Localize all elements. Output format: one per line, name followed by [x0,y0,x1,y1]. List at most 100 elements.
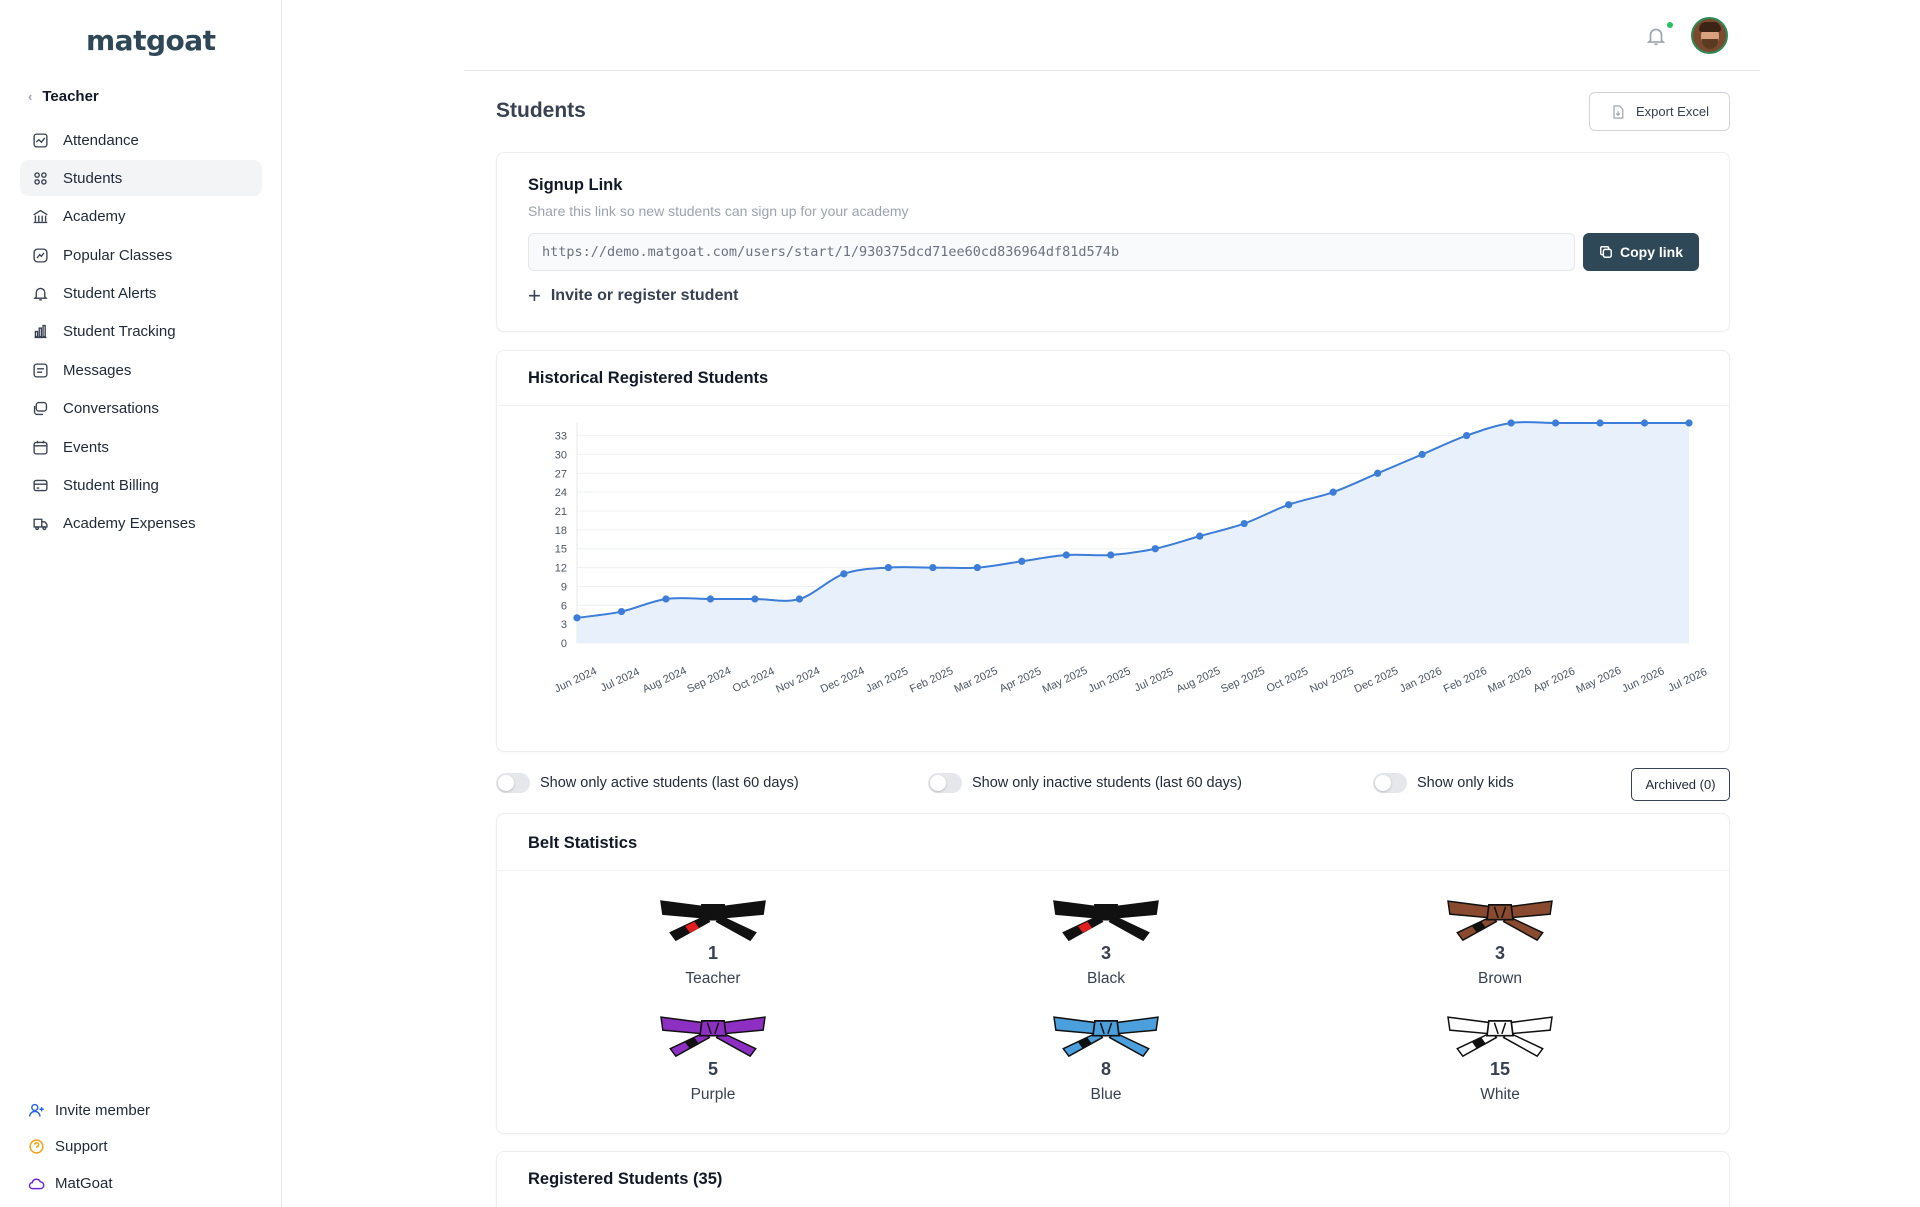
student-filters: Show only active students (last 60 days)… [496,768,1730,801]
belt-count: 3 [1100,943,1111,963]
sidebar-section-teacher[interactable]: ‹ Teacher [28,88,99,105]
y-tick-label: 0 [561,638,567,650]
sidebar-item-events[interactable]: Events [20,429,262,465]
belt-stat-brown: 3 Brown [1420,890,1580,988]
sidebar-item-label: Academy [63,208,126,226]
y-tick-label: 18 [555,525,567,537]
belt-icon [660,900,766,942]
x-tick-label: Feb 2025 [908,665,955,696]
x-tick-label: Aug 2024 [641,665,689,696]
sidebar: matgoat ‹ Teacher Attendance Students Ac… [0,0,282,1207]
signup-url-field[interactable]: https://demo.matgoat.com/users/start/1/9… [528,233,1575,271]
copy-icon [1600,246,1612,258]
x-tick-label: Jun 2024 [553,665,599,695]
copy-link-button[interactable]: Copy link [1583,233,1699,271]
x-tick-label: Sep 2025 [1219,665,1267,696]
y-tick-label: 15 [555,544,567,556]
x-tick-label: Mar 2025 [952,665,999,696]
belt-label: Purple [690,1086,736,1103]
inactive-students-toggle[interactable]: Show only inactive students (last 60 day… [928,773,1242,793]
sidebar-item-label: Student Tracking [63,323,176,341]
x-tick-label: May 2025 [1041,665,1090,696]
belt-icon [660,1016,766,1058]
matgoat-link[interactable]: MatGoat [28,1165,258,1202]
y-tick-label: 21 [555,506,567,518]
support-link[interactable]: Support [28,1129,258,1166]
sidebar-item-student-tracking[interactable]: Student Tracking [20,314,262,350]
invite-member-label: Invite member [55,1101,151,1119]
data-point [973,563,981,572]
series-line [576,421,1689,619]
sidebar-item-conversations[interactable]: Conversations [20,391,262,427]
belt-count: 15 [1489,1059,1511,1079]
data-point [662,595,670,603]
notification-dot [1667,22,1673,28]
chart-card-title: Historical Registered Students [528,369,769,387]
chart-square-icon [33,132,48,148]
sidebar-item-academy-expenses[interactable]: Academy Expenses [20,506,262,542]
belt-card-divider [497,870,1729,871]
belt-statistics-card: Belt Statistics 1 Teacher 3 Black 3 Brown 5 Pur… [496,813,1730,1134]
sidebar-item-students[interactable]: Students [20,160,262,197]
chevron-left-icon: ‹ [28,89,33,104]
x-tick-label: Dec 2025 [1352,665,1400,696]
sidebar-item-attendance[interactable]: Attendance [20,122,262,158]
user-avatar[interactable] [1691,17,1728,54]
sidebar-item-messages[interactable]: Messages [20,352,262,388]
x-tick-label: Jun 2026 [1620,665,1666,695]
belt-label: Blue [1090,1086,1122,1103]
data-point [1507,419,1515,427]
x-tick-label: Sep 2024 [685,665,733,696]
sidebar-item-student-alerts[interactable]: Student Alerts [20,276,262,312]
data-point [1196,532,1204,540]
active-students-toggle[interactable]: Show only active students (last 60 days) [496,773,799,793]
data-point [706,595,715,603]
sidebar-item-popular-classes[interactable]: Popular Classes [20,237,262,273]
sidebar-item-student-billing[interactable]: Student Billing [20,468,262,504]
belt-icon [1053,1016,1159,1058]
x-tick-label: Jul 2024 [599,666,642,694]
data-point [884,563,892,572]
sidebar-item-academy[interactable]: Academy [20,199,262,235]
toggle-switch[interactable] [1373,773,1407,793]
toggle-switch[interactable] [496,773,530,793]
belt-icon [1447,900,1553,942]
data-point [795,595,803,603]
toggle-switch[interactable] [928,773,962,793]
kids-label: Show only kids [1417,775,1514,791]
data-point [1329,488,1337,496]
x-tick-label: May 2026 [1574,665,1623,696]
sidebar-item-label: Events [63,438,109,456]
x-tick-label: Jul 2026 [1666,666,1709,694]
sidebar-item-label: Student Alerts [63,285,157,303]
bell-icon [33,287,48,301]
data-point [1285,501,1293,509]
archived-button[interactable]: Archived (0) [1631,768,1730,801]
kids-toggle[interactable]: Show only kids [1373,773,1514,793]
y-tick-label: 33 [555,431,567,443]
cloud-icon [28,1178,45,1190]
belt-label: White [1480,1086,1520,1103]
copy-link-label: Copy link [1619,244,1683,260]
sidebar-item-label: Messages [63,361,132,379]
x-tick-label: Dec 2024 [819,665,867,696]
sidebar-item-label: Conversations [63,400,159,418]
file-download-icon [1613,104,1624,119]
sidebar-section-label: Teacher [42,88,99,105]
x-tick-label: Jul 2025 [1133,666,1176,694]
signup-card-title: Signup Link [528,176,623,194]
data-point [1551,419,1560,427]
active-students-label: Show only active students (last 60 days) [540,775,799,791]
trend-icon [33,248,48,263]
export-excel-button[interactable]: Export Excel [1589,92,1730,131]
registered-students-card: Registered Students (35) [496,1151,1730,1207]
x-tick-label: Nov 2025 [1308,665,1356,696]
chat-icon [33,402,48,416]
invite-member-link[interactable]: Invite member [28,1092,258,1129]
notification-bell-icon[interactable] [1645,25,1667,47]
invite-register-button[interactable]: + Invite or register student [528,285,738,307]
belt-label: Black [1087,970,1125,987]
matgoat-logo[interactable]: matgoat [86,24,216,57]
message-icon [33,363,48,378]
sidebar-nav: Attendance Students Academy Popular Clas… [20,122,262,544]
